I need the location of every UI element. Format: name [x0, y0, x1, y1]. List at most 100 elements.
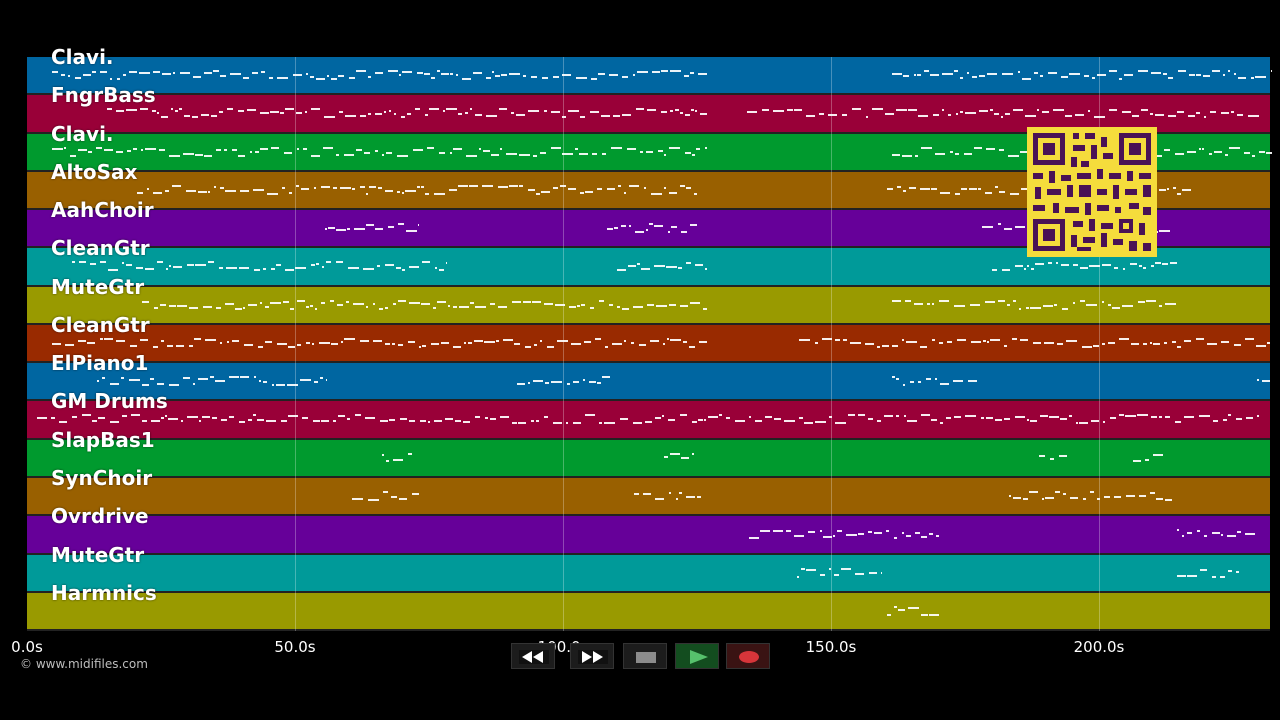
note-event — [464, 342, 466, 344]
note-event — [886, 530, 889, 532]
note-event — [140, 339, 148, 341]
note-event — [1122, 111, 1131, 113]
note-event — [1271, 70, 1272, 72]
note-event — [884, 415, 893, 417]
note-event — [116, 151, 123, 153]
note-event — [311, 108, 320, 110]
note-event — [446, 108, 457, 110]
note-event — [690, 72, 694, 74]
note-event — [1042, 498, 1044, 500]
note-event — [689, 346, 695, 348]
note-event — [1212, 576, 1216, 578]
note-event — [726, 417, 730, 419]
note-event — [965, 415, 976, 417]
fast-forward-button[interactable] — [570, 643, 614, 669]
note-event — [1189, 74, 1195, 76]
note-event — [774, 418, 781, 420]
note-event — [290, 308, 294, 310]
note-event — [942, 109, 944, 111]
note-event — [909, 187, 916, 189]
note-event — [1175, 421, 1181, 423]
note-event — [352, 188, 355, 190]
time-gridline — [295, 57, 296, 631]
note-event — [931, 188, 937, 190]
note-event — [1069, 73, 1080, 75]
note-event — [979, 110, 988, 112]
note-event — [903, 384, 905, 386]
note-event — [765, 416, 772, 418]
stop-button[interactable] — [623, 643, 667, 669]
note-event — [1236, 418, 1242, 420]
note-event — [1266, 152, 1272, 154]
note-event — [490, 418, 496, 420]
note-event — [641, 268, 650, 270]
note-event — [1155, 262, 1161, 264]
note-event — [389, 110, 391, 112]
note-event — [985, 301, 995, 303]
note-event — [1210, 111, 1216, 113]
note-event — [283, 301, 289, 303]
note-event — [982, 226, 993, 228]
note-event — [219, 267, 223, 269]
note-event — [1075, 114, 1084, 116]
note-event — [92, 420, 97, 422]
note-event — [1102, 301, 1104, 303]
note-event — [908, 109, 917, 111]
note-event — [850, 342, 861, 344]
note-event — [1177, 193, 1181, 195]
note-event — [656, 305, 667, 307]
note-event — [437, 70, 440, 72]
note-event — [310, 305, 313, 307]
note-event — [271, 147, 279, 149]
note-event — [492, 71, 494, 73]
note-event — [498, 186, 508, 188]
record-button[interactable] — [726, 643, 770, 669]
note-event — [618, 185, 621, 187]
note-event — [541, 191, 550, 193]
note-event — [815, 421, 826, 423]
note-event — [577, 305, 580, 307]
note-event — [1082, 346, 1092, 348]
track-label: Ovrdrive — [51, 504, 149, 528]
note-event — [1167, 188, 1169, 190]
rewind-button[interactable] — [511, 643, 555, 669]
note-event — [1244, 152, 1250, 154]
note-event — [935, 378, 937, 380]
note-event — [855, 573, 864, 575]
note-event — [599, 300, 604, 302]
note-event — [397, 155, 408, 157]
note-event — [52, 71, 58, 73]
note-event — [528, 110, 539, 112]
track-label: FngrBass — [51, 83, 156, 107]
note-event — [324, 116, 335, 118]
play-button[interactable] — [675, 643, 719, 669]
note-event — [932, 303, 934, 305]
note-event — [940, 192, 950, 194]
lane-divider — [27, 93, 1270, 95]
note-event — [458, 185, 468, 187]
note-event — [1133, 460, 1141, 462]
note-event — [385, 343, 390, 345]
track-label: Clavi. — [51, 45, 114, 69]
note-event — [258, 346, 263, 348]
note-event — [368, 499, 379, 501]
note-event — [595, 338, 601, 340]
note-event — [887, 614, 891, 616]
note-event — [634, 493, 639, 495]
note-event — [396, 267, 401, 269]
note-event — [517, 383, 525, 385]
note-event — [1184, 340, 1191, 342]
note-event — [579, 153, 588, 155]
note-event — [415, 108, 420, 110]
note-event — [126, 109, 137, 111]
note-event — [176, 345, 184, 347]
note-event — [514, 343, 520, 345]
note-event — [172, 185, 181, 187]
note-event — [482, 185, 493, 187]
note-event — [692, 421, 697, 423]
note-event — [1246, 417, 1253, 419]
note-event — [519, 154, 530, 156]
note-event — [474, 340, 483, 342]
note-event — [224, 149, 227, 151]
note-event — [475, 416, 480, 418]
